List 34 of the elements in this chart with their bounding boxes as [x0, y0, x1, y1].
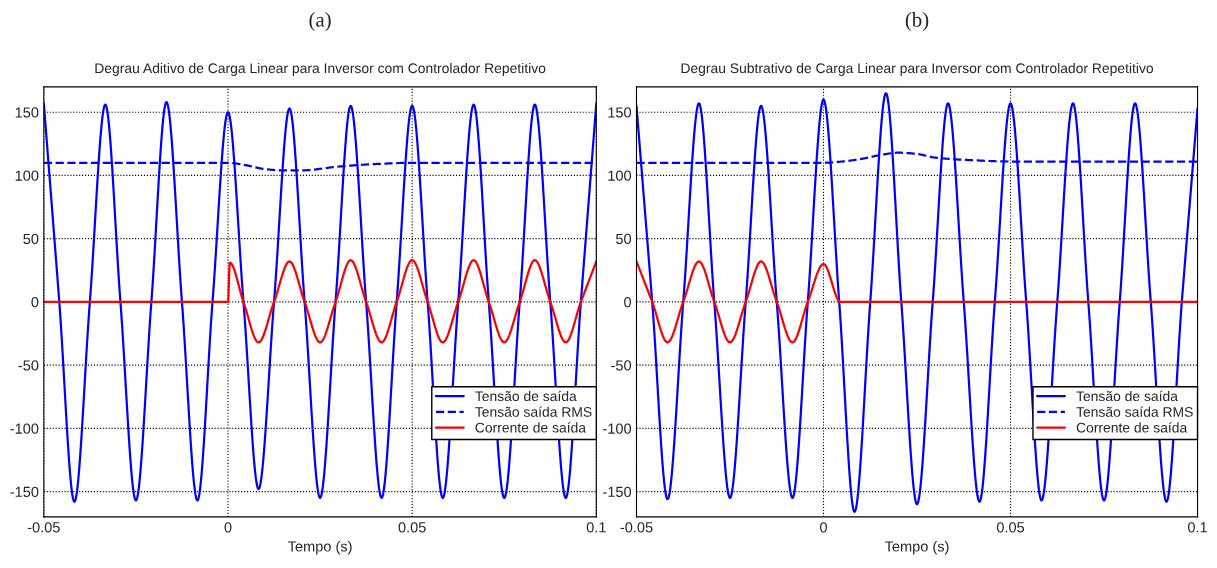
x-tick-label: 0.1 — [586, 522, 606, 533]
x-tick-label: 0 — [224, 522, 232, 533]
y-tick-label: 50 — [615, 233, 632, 245]
legend-label: Corrente de saída — [475, 422, 587, 433]
x-tick-label: 0 — [820, 522, 827, 533]
y-tick-label: -150 — [10, 486, 39, 498]
legend-label: Tensão saída RMS — [475, 406, 592, 417]
chart-title: Degrau Subtrativo de Carga Linear para Inversor com Controlador Repetitivo — [681, 62, 1154, 76]
y-tick-label: -100 — [603, 423, 632, 434]
x-tick-label: -0.05 — [620, 522, 653, 533]
x-tick-label: 0.05 — [398, 522, 426, 533]
legend-label: Corrente de saída — [1076, 422, 1188, 433]
y-tick-label: -50 — [611, 360, 632, 371]
legend-label: Tensão de saída — [1076, 390, 1178, 402]
y-tick-label: 150 — [15, 107, 39, 118]
x-tick-label: -0.05 — [27, 522, 60, 533]
x-tick-label: 0.05 — [996, 522, 1025, 533]
y-tick-label: 0 — [31, 296, 39, 308]
text: (b) — [905, 12, 929, 32]
y-tick-label: 150 — [608, 107, 632, 118]
y-tick-label: 100 — [15, 170, 39, 181]
y-tick-label: -50 — [18, 360, 39, 371]
y-tick-label: 100 — [608, 170, 632, 181]
text: (a) — [309, 12, 331, 32]
legend-label: Tensão de saída — [475, 390, 577, 402]
y-tick-label: -150 — [603, 486, 632, 498]
y-tick-label: -100 — [10, 423, 39, 434]
x-axis-title: Tempo (s) — [287, 540, 352, 555]
y-tick-label: 0 — [624, 296, 632, 308]
x-tick-label: 0.1 — [1187, 522, 1207, 533]
x-axis-title: Tempo (s) — [884, 540, 949, 555]
y-tick-label: 50 — [23, 233, 39, 245]
legend-label: Tensão saída RMS — [1076, 406, 1193, 417]
chart-title: Degrau Aditivo de Carga Linear para Inversor com Controlador Repetitivo — [95, 62, 546, 76]
